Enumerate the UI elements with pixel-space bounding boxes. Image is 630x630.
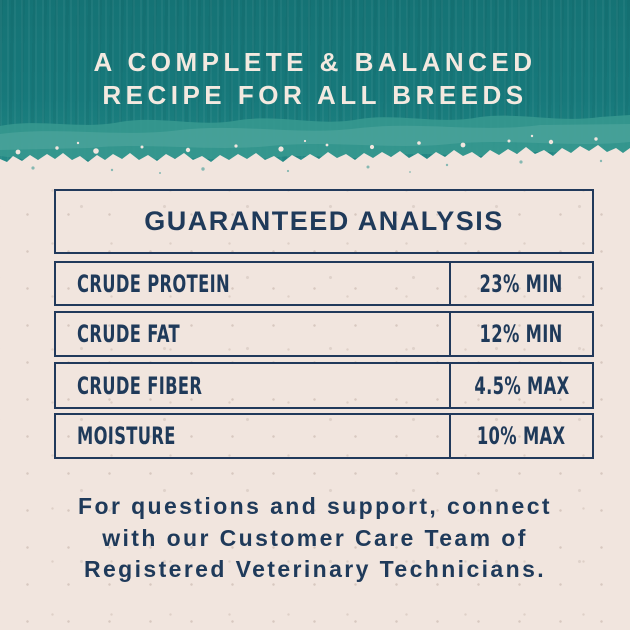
guaranteed-analysis-title: GUARANTEED ANALYSIS bbox=[144, 206, 504, 236]
banner-tagline-line1: A COMPLETE & BALANCED bbox=[93, 47, 537, 77]
row-label-cell: CRUDE FAT bbox=[56, 313, 449, 355]
nutrient-value: 23% MIN bbox=[479, 269, 564, 298]
support-message-line3: Registered Veterinary Technicians. bbox=[83, 556, 547, 582]
support-message: For questions and support, connect with … bbox=[0, 491, 630, 586]
banner-tagline-line2: RECIPE FOR ALL BREEDS bbox=[102, 80, 528, 110]
row-value-cell: 4.5% MAX bbox=[449, 364, 592, 407]
row-label-cell: CRUDE PROTEIN bbox=[56, 263, 449, 304]
banner-tagline: A COMPLETE & BALANCED RECIPE FOR ALL BRE… bbox=[0, 46, 630, 112]
nutrient-label: CRUDE FIBER bbox=[77, 371, 203, 400]
nutrient-label: CRUDE FAT bbox=[77, 320, 181, 348]
nutrient-label: CRUDE PROTEIN bbox=[77, 269, 231, 298]
row-value-cell: 23% MIN bbox=[449, 263, 592, 304]
teal-banner: A COMPLETE & BALANCED RECIPE FOR ALL BRE… bbox=[0, 0, 630, 184]
guaranteed-analysis-title-box: GUARANTEED ANALYSIS bbox=[54, 189, 594, 254]
table-row-crude-protein: CRUDE PROTEIN 23% MIN bbox=[54, 261, 594, 306]
nutrient-value: 10% MAX bbox=[477, 422, 566, 450]
row-value-cell: 10% MAX bbox=[449, 415, 592, 457]
table-row-moisture: MOISTURE 10% MAX bbox=[54, 413, 594, 459]
table-row-crude-fiber: CRUDE FIBER 4.5% MAX bbox=[54, 362, 594, 409]
support-message-line1: For questions and support, connect bbox=[78, 493, 552, 519]
row-value-cell: 12% MIN bbox=[449, 313, 592, 355]
torn-paper-edge-icon bbox=[0, 115, 630, 184]
row-label-cell: MOISTURE bbox=[56, 415, 449, 457]
row-label-cell: CRUDE FIBER bbox=[56, 364, 449, 407]
nutrient-value: 4.5% MAX bbox=[473, 371, 570, 400]
nutrient-value: 12% MIN bbox=[479, 320, 564, 348]
table-row-crude-fat: CRUDE FAT 12% MIN bbox=[54, 311, 594, 357]
support-message-line2: with our Customer Care Team of bbox=[102, 524, 528, 551]
nutrient-label: MOISTURE bbox=[77, 422, 176, 450]
